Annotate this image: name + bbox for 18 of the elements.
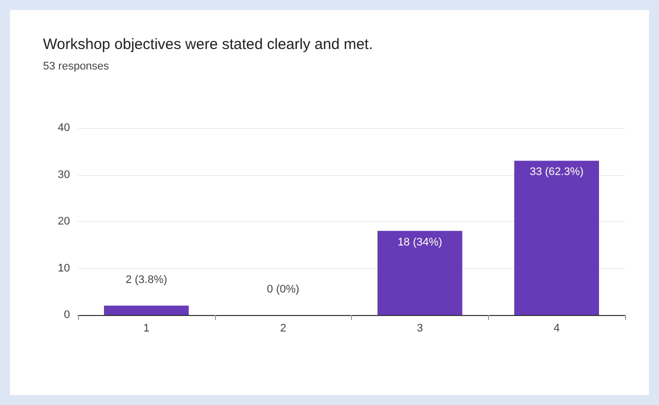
x-tick-label: 1 bbox=[143, 322, 150, 334]
data-label: 0 (0%) bbox=[266, 284, 300, 296]
x-tick-label: 2 bbox=[280, 322, 286, 334]
y-tick-label: 20 bbox=[58, 216, 70, 228]
chart-subtitle: 53 responses bbox=[43, 60, 110, 72]
bar bbox=[514, 160, 600, 315]
chart-title: Workshop objectives were stated clearly and met. bbox=[43, 36, 373, 53]
data-label: 18 (34%) bbox=[398, 236, 442, 248]
y-tick-label: 0 bbox=[64, 309, 70, 321]
x-tick-label: 4 bbox=[554, 322, 560, 334]
x-tick-label: 3 bbox=[416, 322, 423, 334]
bar bbox=[377, 230, 462, 315]
bar bbox=[104, 306, 189, 315]
data-label: 2 (3.8%) bbox=[126, 274, 168, 286]
y-tick-label: 30 bbox=[58, 168, 70, 181]
y-tick-label: 40 bbox=[58, 122, 70, 134]
data-label: 33 (62.3%) bbox=[530, 166, 584, 178]
y-tick-label: 10 bbox=[58, 262, 70, 274]
